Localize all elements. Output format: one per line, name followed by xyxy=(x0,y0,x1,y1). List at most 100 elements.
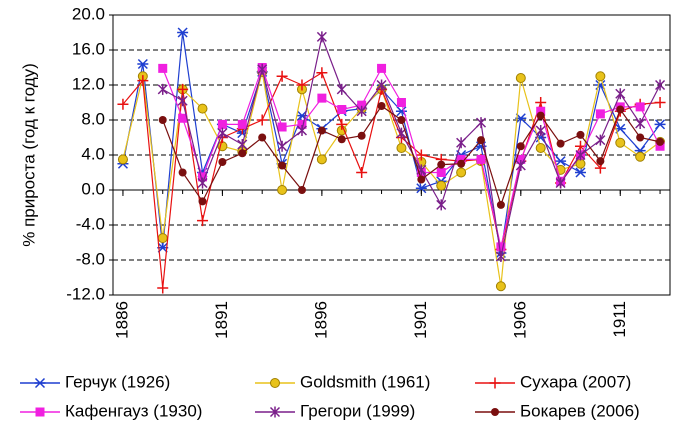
marker xyxy=(238,149,247,158)
marker xyxy=(257,63,268,75)
marker xyxy=(317,93,327,103)
marker xyxy=(276,70,288,82)
legend-label: Герчук (1926) xyxy=(65,372,170,391)
y-tick-label: -12.0 xyxy=(66,284,105,303)
marker xyxy=(616,105,625,114)
marker xyxy=(654,97,666,108)
marker xyxy=(256,114,268,126)
marker xyxy=(34,377,46,389)
series-line xyxy=(162,65,661,248)
marker xyxy=(436,168,446,177)
marker xyxy=(336,118,348,130)
marker xyxy=(436,199,447,211)
marker xyxy=(655,141,665,151)
marker xyxy=(495,281,506,292)
marker xyxy=(655,79,666,91)
marker xyxy=(296,79,308,91)
marker xyxy=(177,27,189,38)
y-tick-label: -4.0 xyxy=(76,214,105,233)
y-axis-label: % прироста (год к году) xyxy=(19,63,38,247)
marker xyxy=(615,137,626,148)
y-tick-label: 8.0 xyxy=(81,109,105,128)
marker xyxy=(317,126,326,135)
marker xyxy=(496,242,506,252)
legend-item: Сухара (2007) xyxy=(475,372,631,391)
marker xyxy=(316,67,328,79)
y-tick-label: 16.0 xyxy=(72,39,105,58)
marker xyxy=(595,109,605,119)
marker xyxy=(636,133,645,142)
marker xyxy=(489,377,501,389)
marker xyxy=(157,233,168,244)
marker xyxy=(278,161,287,170)
marker xyxy=(396,143,407,153)
marker xyxy=(277,185,288,195)
marker xyxy=(357,131,366,140)
legend-item: Goldsmith (1961) xyxy=(255,372,430,391)
x-tick-label: 1901 xyxy=(411,301,430,339)
marker xyxy=(277,122,287,132)
marker xyxy=(296,125,308,136)
marker xyxy=(35,407,45,417)
marker xyxy=(575,158,586,169)
marker xyxy=(456,167,467,178)
legend-label: Goldsmith (1961) xyxy=(300,372,430,391)
marker xyxy=(337,105,347,114)
marker xyxy=(476,154,486,164)
marker xyxy=(297,119,307,129)
marker xyxy=(117,154,128,165)
y-tick-label: 0.0 xyxy=(81,179,105,198)
marker xyxy=(237,119,247,129)
x-tick-label: 1886 xyxy=(112,301,131,339)
marker xyxy=(535,125,546,136)
marker xyxy=(137,58,149,70)
marker xyxy=(157,83,168,95)
marker xyxy=(415,149,427,161)
marker xyxy=(635,151,646,162)
marker xyxy=(596,157,605,166)
marker xyxy=(496,200,505,209)
x-tick-label: 1891 xyxy=(212,301,231,339)
marker xyxy=(417,175,426,184)
marker xyxy=(457,159,466,168)
marker xyxy=(277,140,288,152)
marker xyxy=(316,31,327,43)
x-tick-label: 1906 xyxy=(510,301,529,339)
marker xyxy=(436,180,447,191)
marker xyxy=(575,149,586,161)
marker xyxy=(595,71,606,82)
marker xyxy=(269,406,281,418)
marker xyxy=(516,142,525,151)
marker xyxy=(158,63,168,73)
marker xyxy=(615,88,626,100)
marker xyxy=(237,139,248,150)
legend-label: Кафенгауз (1930) xyxy=(65,401,202,420)
marker xyxy=(137,75,149,87)
marker xyxy=(456,137,467,149)
marker xyxy=(217,127,228,139)
marker xyxy=(595,134,606,146)
marker xyxy=(536,111,545,120)
marker xyxy=(535,143,546,153)
marker xyxy=(516,154,526,164)
y-tick-label: -8.0 xyxy=(76,249,105,268)
marker xyxy=(356,167,368,178)
legend-label: Сухара (2007) xyxy=(520,372,631,391)
legend-label: Грегори (1999) xyxy=(300,401,415,420)
marker xyxy=(297,186,306,194)
marker xyxy=(396,98,406,107)
marker xyxy=(556,139,565,148)
marker xyxy=(376,79,387,91)
marker xyxy=(555,156,567,167)
marker xyxy=(157,282,169,294)
marker xyxy=(178,168,187,177)
marker xyxy=(357,100,367,110)
y-tick-label: 20.0 xyxy=(72,4,105,23)
marker xyxy=(535,97,547,108)
marker xyxy=(536,106,546,116)
legend-item: Герчук (1926) xyxy=(20,372,170,391)
marker xyxy=(397,116,406,124)
marker xyxy=(337,135,346,144)
marker xyxy=(475,117,487,129)
y-tick-label: 12.0 xyxy=(72,74,105,93)
